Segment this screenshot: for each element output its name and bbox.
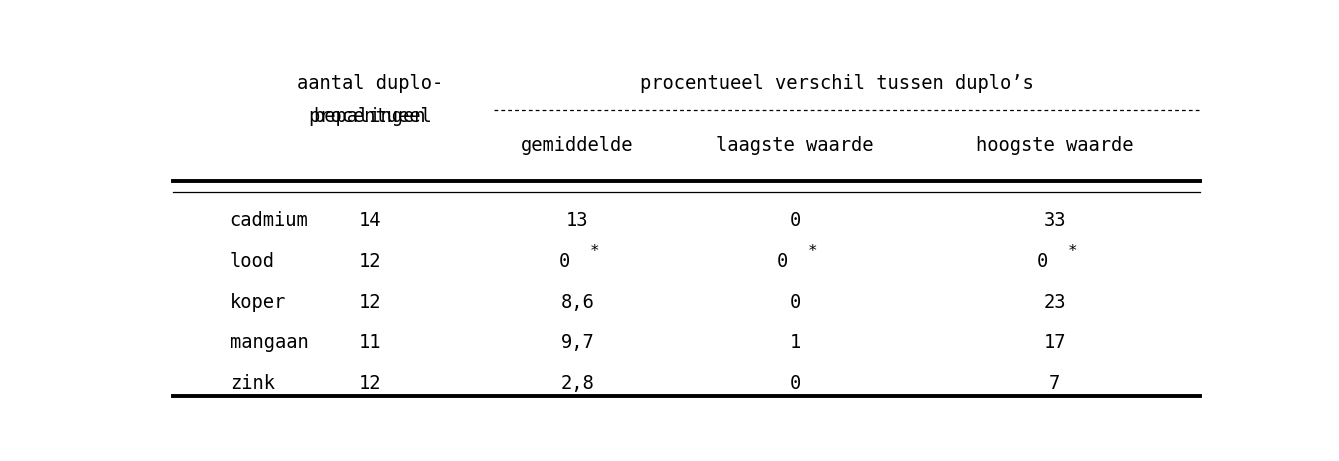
Text: 7: 7 (1048, 374, 1060, 393)
Text: cadmium: cadmium (230, 211, 308, 230)
Text: zink: zink (230, 374, 274, 393)
Text: lood: lood (230, 252, 274, 271)
Text: hoogste waarde: hoogste waarde (976, 136, 1133, 155)
Text: mangaan: mangaan (230, 333, 308, 352)
Text: *: * (590, 244, 600, 259)
Text: 1: 1 (790, 333, 801, 352)
Text: bepalingen: bepalingen (313, 107, 426, 126)
Text: koper: koper (230, 293, 287, 312)
Text: 0: 0 (790, 374, 801, 393)
Text: 0: 0 (777, 252, 789, 271)
Text: 0: 0 (790, 211, 801, 230)
Text: 0: 0 (790, 293, 801, 312)
Text: 8,6: 8,6 (561, 293, 595, 312)
Text: 2,8: 2,8 (561, 374, 595, 393)
Text: 13: 13 (566, 211, 589, 230)
Text: 11: 11 (359, 333, 382, 352)
Text: 17: 17 (1043, 333, 1066, 352)
Text: aantal duplo-: aantal duplo- (297, 74, 443, 93)
Text: 12: 12 (359, 252, 382, 271)
Text: procentueel: procentueel (308, 107, 431, 126)
Text: 0: 0 (560, 252, 570, 271)
Text: procentueel verschil tussen duplo’s: procentueel verschil tussen duplo’s (640, 74, 1034, 93)
Text: gemiddelde: gemiddelde (521, 136, 633, 155)
Text: 23: 23 (1043, 293, 1066, 312)
Text: 9,7: 9,7 (561, 333, 595, 352)
Text: *: * (1067, 244, 1077, 259)
Text: 12: 12 (359, 293, 382, 312)
Text: 0: 0 (1036, 252, 1048, 271)
Text: 14: 14 (359, 211, 382, 230)
Text: 33: 33 (1043, 211, 1066, 230)
Text: laagste waarde: laagste waarde (716, 136, 874, 155)
Text: 12: 12 (359, 374, 382, 393)
Text: *: * (807, 244, 818, 259)
